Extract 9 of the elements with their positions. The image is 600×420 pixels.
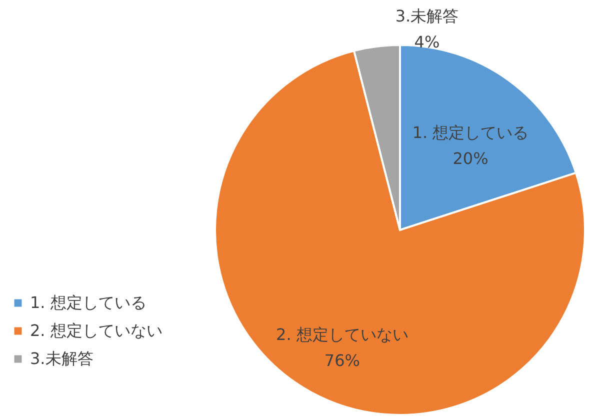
legend-label: 1. 想定している [30,293,146,312]
legend-label: 2. 想定していない [30,321,162,340]
data-label: 76% [324,351,360,370]
data-label: 20% [452,148,488,168]
slice-label: 2. 想定していない [276,325,408,344]
data-label: 4% [414,32,440,52]
legend-label: 3.未解答 [30,349,94,368]
slice-label: 1. 想定している [412,122,529,142]
slice-label: 3.未解答 [395,6,459,26]
